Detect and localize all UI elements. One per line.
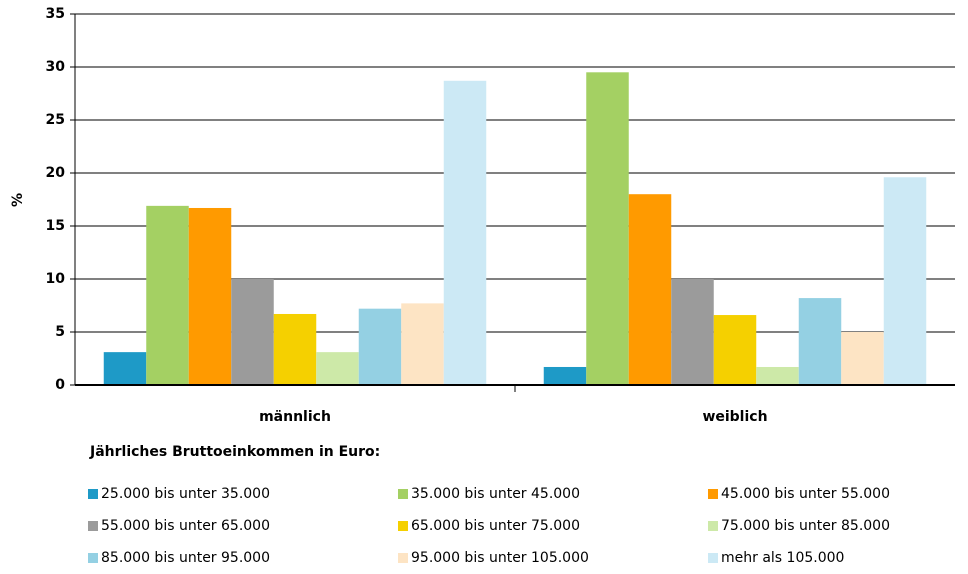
bar	[586, 72, 629, 386]
legend-label: 85.000 bis unter 95.000	[101, 550, 270, 566]
x-tick-label: weiblich	[702, 409, 767, 425]
legend-swatch	[708, 489, 718, 499]
y-tick-label: 15	[46, 218, 65, 234]
y-tick-label: 25	[46, 112, 65, 128]
legend-swatch	[398, 553, 408, 563]
legend-label: 25.000 bis unter 35.000	[101, 486, 270, 502]
bar	[713, 315, 757, 385]
bar	[443, 80, 487, 385]
legend-swatch	[88, 553, 98, 563]
legend-label: 55.000 bis unter 65.000	[101, 518, 270, 534]
legend-swatch	[88, 489, 98, 499]
bar	[543, 366, 587, 385]
bar	[273, 313, 317, 385]
bar	[231, 279, 274, 385]
bar	[103, 352, 147, 385]
bar	[188, 207, 232, 385]
bar	[316, 352, 359, 385]
legend-swatch	[88, 521, 98, 531]
legend-label: 95.000 bis unter 105.000	[411, 550, 589, 566]
legend-title: Jährliches Bruttoeinkommen in Euro:	[89, 444, 380, 460]
y-tick-label: 30	[46, 59, 66, 75]
legend-swatch	[398, 489, 408, 499]
bar	[798, 298, 842, 385]
legend-swatch	[398, 521, 408, 531]
legend-label: 35.000 bis unter 45.000	[411, 486, 580, 502]
bar	[841, 332, 884, 385]
legend-label: mehr als 105.000	[721, 550, 844, 566]
bar	[883, 177, 927, 385]
bar	[401, 303, 444, 385]
y-tick-label: 10	[46, 271, 66, 287]
bar	[146, 205, 189, 385]
y-axis-label: %	[10, 193, 26, 207]
bar	[671, 279, 714, 385]
y-tick-label: 0	[55, 377, 65, 393]
legend-label: 65.000 bis unter 75.000	[411, 518, 580, 534]
y-tick-label: 5	[55, 324, 65, 340]
legend-label: 45.000 bis unter 55.000	[721, 486, 890, 502]
bar	[756, 366, 799, 385]
legend-swatch	[708, 553, 718, 563]
x-tick-label: männlich	[259, 409, 331, 425]
y-tick-label: 20	[46, 165, 66, 181]
bar	[358, 308, 402, 385]
bar	[628, 194, 672, 385]
y-tick-label: 35	[46, 6, 65, 22]
legend-swatch	[708, 521, 718, 531]
legend-label: 75.000 bis unter 85.000	[721, 518, 890, 534]
